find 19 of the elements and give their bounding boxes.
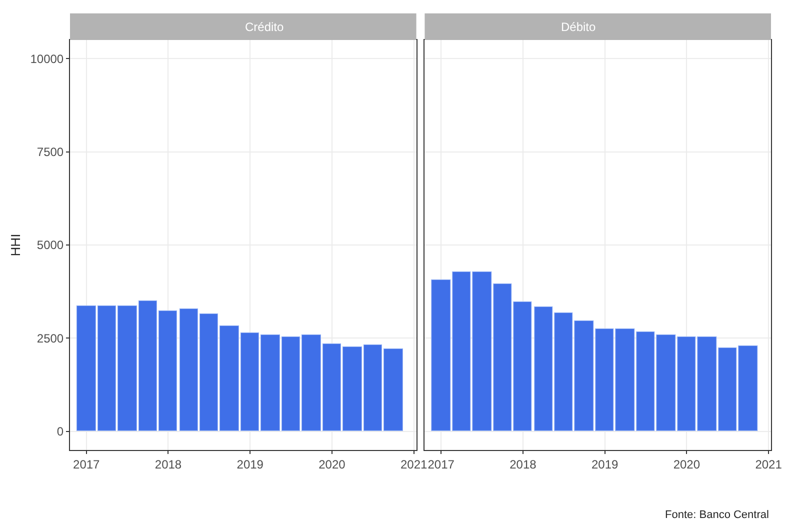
y-tick-label: 0 [56,424,64,439]
x-tick-label: 2020 [318,457,346,472]
x-tick-label: 2019 [591,457,618,472]
y-tick-label: 2500 [36,331,64,346]
y-tick-label: 7500 [36,145,64,160]
x-tick-label: 2020 [673,457,700,472]
x-tick-label: 2021 [755,457,782,472]
x-tick-label: 2017 [428,457,455,472]
x-tick-label: 2018 [510,457,537,472]
chart-title: Débito [561,20,596,34]
x-tick-label: 2017 [73,457,100,472]
source-note: Fonte: Banco Central [665,509,769,520]
x-tick-label: 2021 [400,457,428,472]
y-axis-title: HHI [8,234,24,256]
chart-title: Crédito [245,20,284,34]
y-tick-label: 10000 [30,52,64,66]
x-tick-label: 2019 [236,457,264,472]
y-tick-label: 5000 [36,238,64,252]
x-tick-label: 2018 [154,457,182,472]
